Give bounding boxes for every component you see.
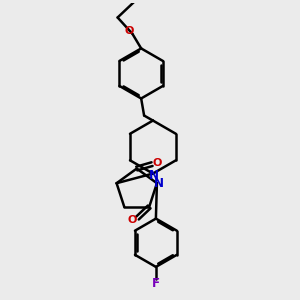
Text: O: O (128, 214, 137, 225)
Text: N: N (148, 169, 158, 182)
Text: O: O (125, 26, 134, 36)
Text: F: F (152, 277, 160, 290)
Text: N: N (153, 177, 164, 190)
Text: O: O (152, 158, 162, 168)
